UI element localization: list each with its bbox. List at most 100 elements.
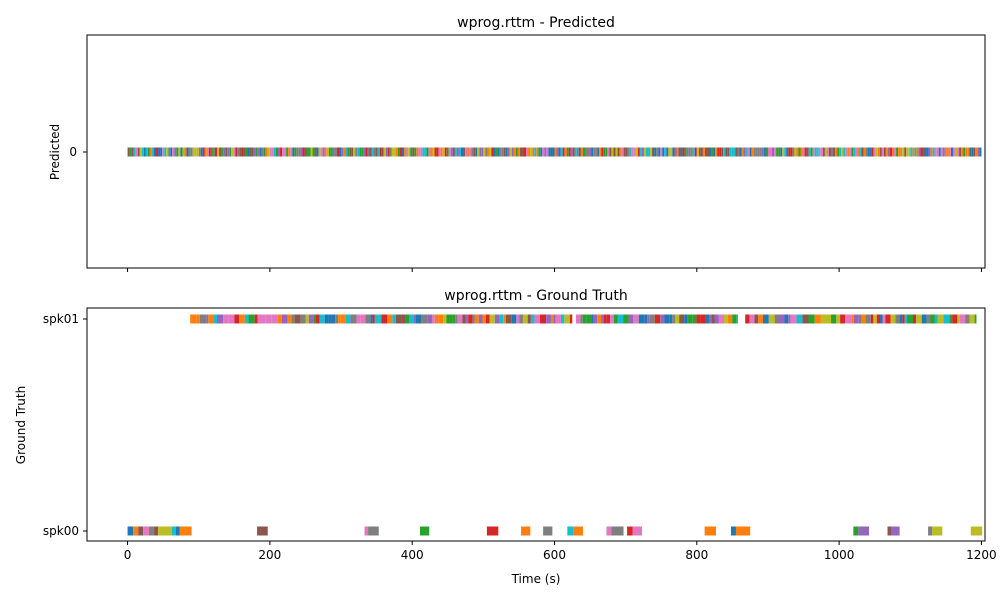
predicted-segment bbox=[212, 147, 215, 157]
predicted-segment bbox=[605, 147, 608, 157]
predicted-segment bbox=[837, 147, 840, 157]
predicted-segment bbox=[751, 147, 754, 157]
spk01-segment bbox=[582, 314, 587, 324]
predicted-segment bbox=[446, 147, 449, 157]
spk01-segment bbox=[796, 314, 803, 324]
predicted-segment bbox=[922, 147, 925, 157]
spk01-segment bbox=[335, 314, 339, 324]
predicted-segment bbox=[802, 147, 805, 157]
spk01-segment bbox=[768, 314, 775, 324]
spk01-segment bbox=[405, 314, 410, 324]
spk01-segment bbox=[315, 314, 320, 324]
predicted-segment bbox=[554, 147, 557, 157]
spk01-segment bbox=[478, 314, 483, 324]
spk00-segment bbox=[133, 526, 139, 536]
predicted-segment bbox=[926, 147, 929, 157]
predicted-y-label: Predicted bbox=[48, 124, 62, 180]
spk01-segment bbox=[937, 314, 944, 324]
predicted-segment bbox=[975, 147, 978, 157]
spk00-segment bbox=[368, 526, 379, 536]
spk01-segment bbox=[820, 314, 827, 324]
predicted-segment bbox=[278, 147, 281, 157]
predicted-segment bbox=[314, 147, 317, 157]
predicted-segment bbox=[526, 147, 529, 157]
predicted-segment bbox=[977, 147, 980, 157]
predicted-segment bbox=[611, 147, 614, 157]
predicted-segment bbox=[536, 147, 539, 157]
predicted-subplot: wprog.rttm - Predicted 0 Predicted bbox=[48, 15, 986, 272]
predicted-segment bbox=[261, 147, 264, 157]
spk01-segment bbox=[505, 314, 512, 324]
spk01-segment bbox=[308, 314, 314, 324]
spk01-segment bbox=[401, 314, 406, 324]
spk00-segment bbox=[858, 526, 870, 536]
predicted-segment bbox=[835, 147, 838, 157]
predicted-segment bbox=[800, 147, 803, 157]
predicted-segment bbox=[564, 147, 567, 157]
predicted-segment bbox=[166, 147, 169, 157]
predicted-segment bbox=[853, 147, 856, 157]
predicted-segment bbox=[162, 147, 165, 157]
spk00-segment bbox=[486, 526, 499, 536]
predicted-segment bbox=[381, 147, 384, 157]
predicted-segment bbox=[857, 147, 860, 157]
predicted-segment bbox=[774, 147, 777, 157]
predicted-segment bbox=[637, 147, 640, 157]
predicted-segment bbox=[452, 147, 455, 157]
predicted-segment bbox=[334, 147, 337, 157]
spk01-segment bbox=[774, 314, 779, 324]
spk01-segment bbox=[271, 314, 278, 324]
predicted-segment bbox=[233, 147, 236, 157]
spk00-segment bbox=[627, 526, 633, 536]
predicted-segment bbox=[873, 147, 876, 157]
predicted-segment bbox=[548, 147, 551, 157]
predicted-segment bbox=[353, 147, 356, 157]
predicted-segment bbox=[948, 147, 951, 157]
predicted-segment bbox=[867, 147, 870, 157]
predicted-segment bbox=[719, 147, 722, 157]
predicted-segment bbox=[666, 147, 669, 157]
spk01-segment bbox=[617, 314, 624, 324]
predicted-segment bbox=[772, 147, 775, 157]
predicted-segment bbox=[210, 147, 213, 157]
predicted-segment bbox=[180, 147, 183, 157]
spk01-segment bbox=[438, 314, 444, 324]
predicted-segment bbox=[843, 147, 846, 157]
predicted-segment bbox=[709, 147, 712, 157]
predicted-segment bbox=[355, 147, 358, 157]
predicted-segment bbox=[932, 147, 935, 157]
ground-truth-y-tick-label: spk01 bbox=[43, 312, 79, 326]
predicted-segment bbox=[898, 147, 901, 157]
spk01-segment bbox=[265, 314, 272, 324]
predicted-segment bbox=[780, 147, 783, 157]
spk01-segment bbox=[234, 314, 240, 324]
predicted-segment bbox=[755, 147, 758, 157]
spk00-segment bbox=[158, 526, 172, 536]
predicted-segment bbox=[938, 147, 941, 157]
spk00-segment bbox=[573, 526, 583, 536]
spk01-segment bbox=[550, 314, 554, 324]
spk01-segment bbox=[965, 314, 970, 324]
predicted-segment bbox=[920, 147, 923, 157]
spk01-segment bbox=[687, 314, 693, 324]
predicted-segment bbox=[406, 147, 409, 157]
spk01-segment bbox=[802, 314, 809, 324]
predicted-segment bbox=[434, 147, 437, 157]
spk01-segment bbox=[885, 314, 891, 324]
predicted-segment bbox=[414, 147, 417, 157]
predicted-segment bbox=[371, 147, 374, 157]
x-tick-label: 200 bbox=[258, 548, 281, 562]
spk01-segment bbox=[718, 314, 725, 324]
predicted-segment bbox=[143, 147, 146, 157]
predicted-segment bbox=[664, 147, 667, 157]
predicted-segment bbox=[206, 147, 209, 157]
predicted-segment bbox=[229, 147, 232, 157]
predicted-segment bbox=[776, 147, 779, 157]
predicted-segment bbox=[879, 147, 882, 157]
spk01-segment bbox=[468, 314, 473, 324]
spk01-segment bbox=[610, 314, 614, 324]
predicted-segment bbox=[540, 147, 543, 157]
predicted-segment bbox=[174, 147, 177, 157]
spk00-segment bbox=[606, 526, 612, 536]
predicted-segment bbox=[200, 147, 203, 157]
